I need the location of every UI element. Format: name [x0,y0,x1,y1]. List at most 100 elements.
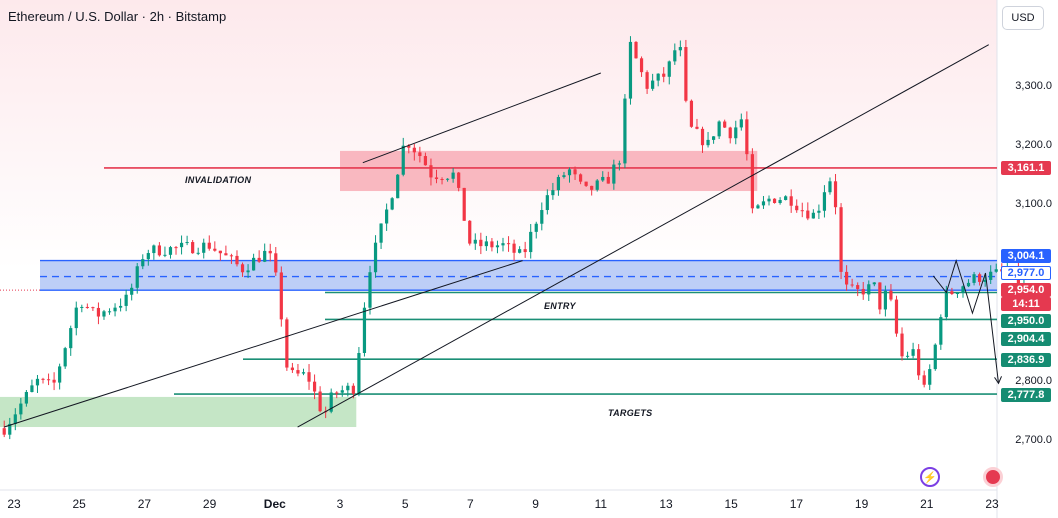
x-tick-label: 13 [659,497,673,511]
lightning-icon[interactable]: ⚡ [920,467,940,487]
candle-body [30,385,34,392]
x-tick-label: 7 [467,497,474,511]
candles-layer [2,36,1026,440]
candle-body [950,291,954,295]
candle-body [119,305,123,308]
candle-body [917,349,921,376]
economic-calendar-icon[interactable] [983,467,1003,487]
candle-body [501,243,505,246]
candle-body [656,73,660,81]
candle-body [867,284,871,295]
candle-body [845,271,849,285]
y-tick-label: 2,800.0 [1015,375,1052,387]
x-tick-label: 27 [137,497,152,511]
x-tick-label: 9 [532,497,539,511]
candle-body [85,306,89,308]
candle-body [955,292,960,295]
candle-body [833,181,838,208]
levels-layer [0,167,997,395]
x-tick-label: 17 [789,497,804,511]
candle-body [407,145,411,148]
candle-body [933,344,937,370]
candle-body [518,249,522,253]
candle-body [495,245,500,248]
candle-body [74,307,78,329]
x-tick-label: 15 [724,497,738,511]
candle-body [617,163,621,165]
candle-body [806,210,810,219]
candle-body [207,242,211,249]
candle-body [534,223,538,232]
trend-line-1 [4,260,523,428]
candle-body [462,187,466,221]
candle-body [191,242,195,254]
candle-body [606,176,610,184]
candle-body [695,126,699,129]
candle-body [130,287,134,295]
candle-body [839,207,843,272]
candle-body [396,174,400,199]
candle-body [573,169,577,175]
candle-body [69,328,73,349]
y-tick-label: 2,700.0 [1015,434,1052,446]
candle-body [850,284,854,286]
candle-body [390,198,394,210]
projection-arrowhead [994,376,1002,385]
candle-body [723,121,727,128]
targets-label: TARGETS [608,408,653,418]
badge-countdown: 14:11 [1001,297,1051,311]
candle-body [473,239,477,244]
x-tick-label: 29 [202,497,217,511]
candle-body [135,266,139,288]
candle-body [41,378,45,380]
candle-body [928,369,932,385]
candle-body [545,195,549,211]
candle-body [861,288,865,295]
candle-body [922,375,926,385]
badge-target-4: 2,777.8 [1001,388,1051,402]
candle-body [789,196,793,206]
candle-body [19,403,23,415]
x-tick-label: 3 [336,497,344,511]
candle-body [556,177,561,191]
candle-body [362,307,367,353]
candle-body [174,247,178,249]
currency-button[interactable]: USD [1002,6,1044,30]
candle-body [540,210,544,224]
candle-body [318,391,322,412]
candle-body [784,196,788,200]
x-tick-label: 25 [72,497,86,511]
candle-body [368,272,372,308]
candle-body [578,174,583,182]
candle-body [978,274,982,282]
candle-body [229,255,234,257]
candle-body [529,231,533,253]
candle-body [35,378,40,386]
invalidation-zone [340,150,758,192]
candle-body [595,180,599,190]
candle-body [590,185,594,190]
candle-body [989,271,993,280]
badge-last-price: 2,954.0 [1001,283,1051,297]
zones-layer [0,150,997,428]
badge-target-3: 2,836.9 [1001,353,1051,367]
candle-body [63,348,67,367]
candle-body [872,282,876,285]
candle-body [567,169,572,176]
x-tick-label: 5 [401,497,409,511]
chart-title: Ethereum / U.S. Dollar · 2h · Bitstamp [8,9,227,24]
candle-body [312,381,317,392]
candle-body [202,242,206,253]
candle-body [900,333,904,357]
candle-body [634,41,638,59]
candle-body [124,294,128,306]
candle-body [484,241,488,247]
candle-body [268,250,272,254]
x-tick-label: 21 [920,497,934,511]
candle-body [822,192,827,211]
candle-body [612,164,616,184]
candle-body [883,290,887,310]
candle-body [745,119,749,155]
entry-zone [40,260,997,291]
